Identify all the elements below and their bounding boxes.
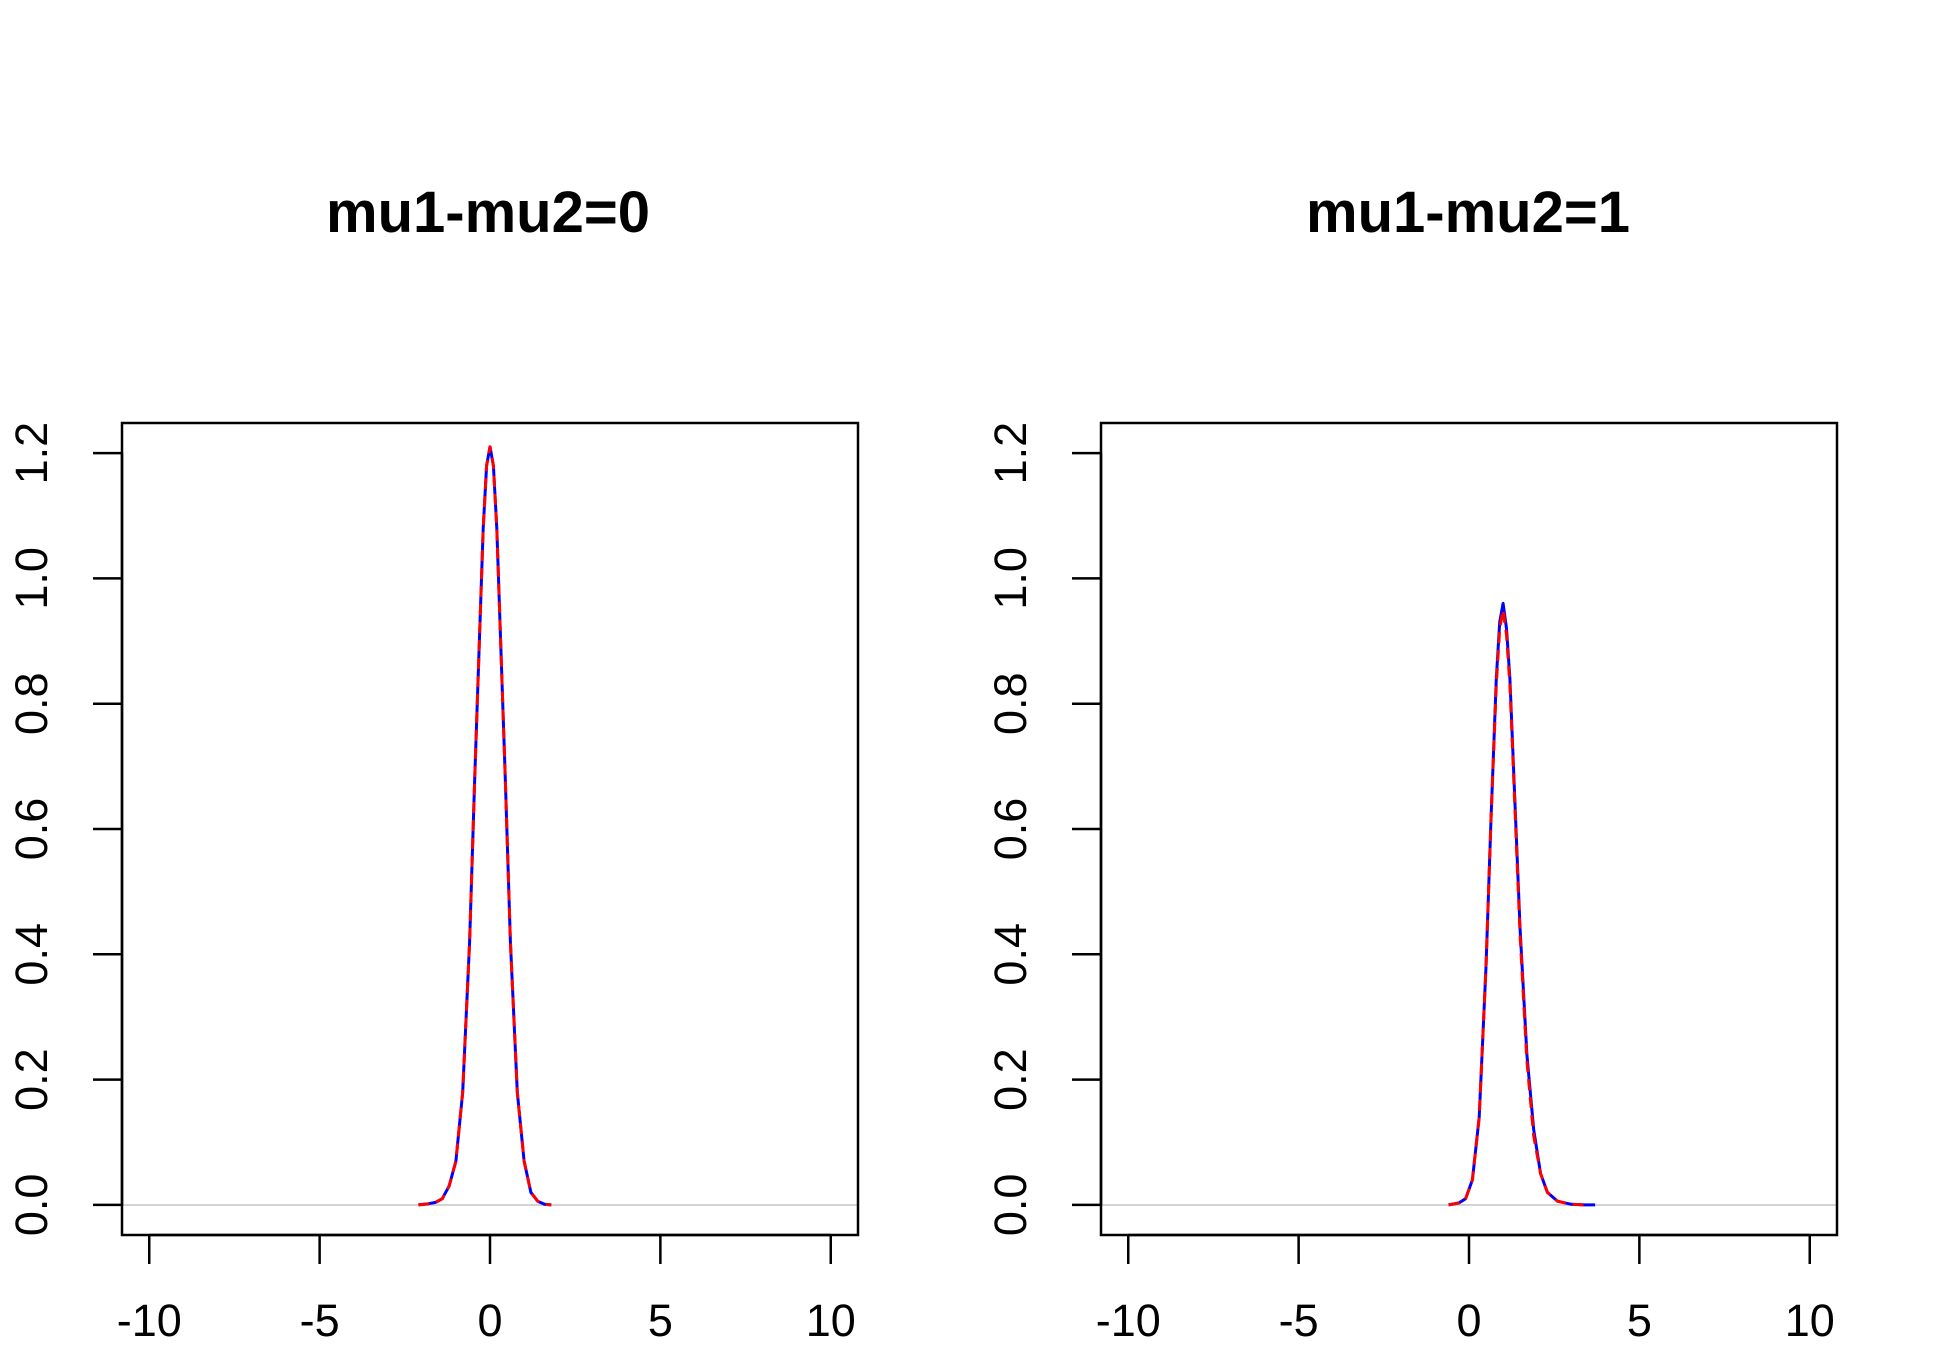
panel-2-x-tick-label: 10 (1785, 1295, 1835, 1346)
panel-2-x-tick-label: 0 (1456, 1295, 1481, 1346)
panel-2-x-tick-label: 5 (1627, 1295, 1652, 1346)
panel-2-y-tick-label: 0.6 (985, 798, 1036, 861)
panel-2-series-2-line (1448, 608, 1585, 1207)
panel-1-x-tick-label: 5 (648, 1295, 673, 1346)
panel-1-x-tick-label: 0 (477, 1295, 502, 1346)
panel-2: mu1-mu2=1 -10 -5 0 5 10 0.0 0.2 0.4 0.6 0.8 1.0 1.… (985, 180, 1839, 1346)
panel-2-title: mu1-mu2=1 (1306, 180, 1630, 245)
panel-1-series-layer (418, 445, 552, 1207)
panel-1-title: mu1-mu2=0 (326, 180, 650, 245)
panel-2-y-tick-label: 0.2 (985, 1048, 1036, 1111)
panel-1-y-tick-label: 0.6 (6, 798, 57, 861)
panel-2-series-layer (1448, 601, 1596, 1207)
panel-2-x-tick-label: -10 (1096, 1295, 1161, 1346)
panel-1-x-axis: -10 -5 0 5 10 (117, 1233, 856, 1346)
panel-1-x-tick-label: -5 (300, 1295, 340, 1346)
panel-1-x-tick-label: 10 (806, 1295, 856, 1346)
panel-1-y-tick-label: 1.0 (6, 547, 57, 610)
panel-1: mu1-mu2=0 -10 -5 0 5 10 0.0 0.2 0.4 0.6 0.8 1.0 1.… (6, 180, 860, 1346)
panel-1-y-axis: 0.0 0.2 0.4 0.6 0.8 1.0 1.2 (6, 422, 124, 1237)
panel-1-x-tick-label: -10 (117, 1295, 182, 1346)
panel-2-y-tick-label: 0.0 (985, 1174, 1036, 1237)
panel-2-y-tick-label: 0.4 (985, 923, 1036, 986)
panel-2-y-axis: 0.0 0.2 0.4 0.6 0.8 1.0 1.2 (985, 422, 1103, 1237)
panel-1-y-tick-label: 1.2 (6, 422, 57, 485)
panel-2-x-tick-label: -5 (1279, 1295, 1319, 1346)
panel-1-y-tick-label: 0.2 (6, 1048, 57, 1111)
panel-2-y-tick-label: 1.0 (985, 547, 1036, 610)
panel-1-y-tick-label: 0.4 (6, 923, 57, 986)
panel-2-x-axis: -10 -5 0 5 10 (1096, 1233, 1835, 1346)
panel-2-y-tick-label: 0.8 (985, 672, 1036, 735)
panel-2-y-tick-label: 1.2 (985, 422, 1036, 485)
panel-1-y-tick-label: 0.0 (6, 1174, 57, 1237)
panel-1-y-tick-label: 0.8 (6, 672, 57, 735)
panel-1-series-2-line (418, 445, 552, 1207)
